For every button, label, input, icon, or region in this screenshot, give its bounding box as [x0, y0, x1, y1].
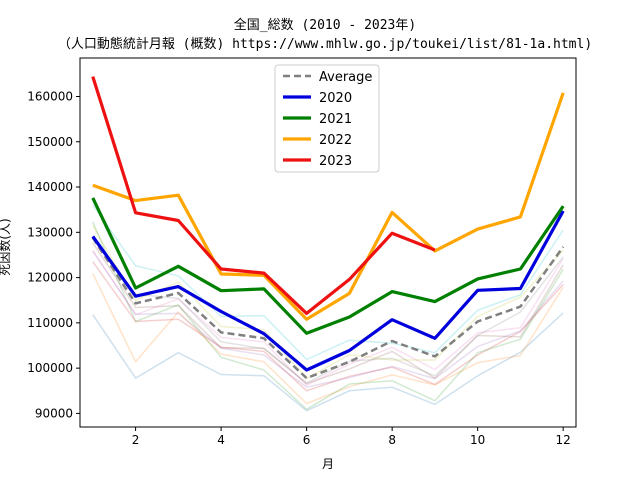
x-axis-label: 月 — [322, 457, 334, 471]
series-line-2022 — [92, 92, 565, 321]
y-tick-label: 100000 — [27, 361, 73, 375]
y-tick-label: 110000 — [27, 316, 73, 330]
background-series-line-2 — [92, 273, 564, 405]
background-series-line-5 — [92, 250, 564, 388]
series-line-2023 — [91, 76, 436, 315]
main-series-group — [91, 76, 565, 380]
y-axis-ticks: 90000 100000 110000 120000 130000 140000 15000… — [27, 89, 80, 420]
y-tick-label: 130000 — [27, 225, 73, 239]
background-series-line-10 — [92, 204, 564, 361]
y-tick-label: 140000 — [27, 180, 73, 194]
background-series-line-9 — [92, 225, 564, 380]
background-series-group — [92, 204, 564, 412]
y-tick-label: 90000 — [35, 406, 73, 420]
background-series-line-7 — [92, 249, 564, 387]
legend-label-2021: 2021 — [319, 112, 352, 127]
y-tick-label: 150000 — [27, 135, 73, 149]
legend-label-2023: 2023 — [319, 154, 352, 169]
background-series-line-4 — [92, 261, 564, 392]
x-tick-label: 10 — [470, 433, 485, 447]
x-tick-label: 6 — [303, 433, 311, 447]
series-line-average — [91, 237, 565, 380]
x-axis-ticks: 2 4 6 8 10 12 — [132, 427, 571, 447]
y-tick-label: 120000 — [27, 271, 73, 285]
x-tick-label: 12 — [556, 433, 571, 447]
legend-box — [274, 64, 380, 173]
x-tick-label: 4 — [217, 433, 225, 447]
series-line-2021 — [91, 197, 565, 335]
legend-label-2022: 2022 — [319, 133, 352, 148]
x-tick-label: 2 — [132, 433, 140, 447]
legend: Average 2020 2021 2022 2023 — [274, 64, 380, 173]
chart-title: 全国_総数 (2010 - 2023年) — [234, 17, 416, 33]
background-series-line-8 — [92, 238, 564, 384]
series-line-2020 — [91, 210, 565, 372]
background-series-line-6 — [92, 242, 564, 385]
chart-subtitle: （人口動態統計月報 (概数) https://www.mhlw.go.jp/to… — [58, 36, 592, 52]
background-series-line-3 — [92, 221, 564, 411]
x-tick-label: 8 — [388, 433, 396, 447]
y-tick-label: 160000 — [27, 89, 73, 103]
plot-frame — [79, 57, 577, 428]
legend-label-average: Average — [319, 70, 372, 85]
legend-label-2020: 2020 — [319, 91, 352, 106]
y-axis-label: 死因数(人) — [0, 218, 12, 275]
background-series-line-1 — [92, 312, 564, 412]
